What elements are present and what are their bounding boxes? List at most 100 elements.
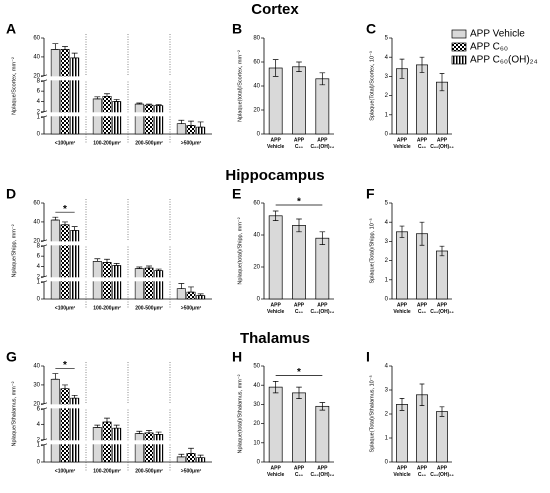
x-tick-label: APP	[271, 137, 282, 143]
y-axis-label: Nplaque/Shipp, mm⁻²	[11, 224, 17, 277]
axis-break	[40, 277, 214, 282]
x-tick-label: 100-200μm²	[93, 140, 121, 146]
bar	[176, 456, 186, 463]
axis-break	[40, 440, 214, 445]
x-tick-label: Vehicle	[393, 144, 410, 150]
bar	[134, 268, 144, 300]
y-tick-label: 4	[37, 264, 41, 270]
error-bar	[146, 430, 152, 434]
error-bar	[113, 99, 120, 102]
bar	[292, 392, 306, 463]
y-tick-label: 60	[33, 36, 40, 42]
bar	[112, 265, 122, 300]
x-tick-label: APP	[271, 465, 282, 471]
x-tick-label: <100μm²	[55, 305, 76, 311]
bar	[50, 219, 60, 300]
axis-break	[40, 241, 214, 246]
significance-label: *	[297, 367, 301, 378]
panel-letter: I	[366, 349, 370, 365]
y-tick-label: 0	[37, 297, 41, 303]
error-bar	[104, 417, 110, 423]
x-tick-label: C₆₀	[295, 472, 303, 478]
y-tick-label: 0	[385, 132, 389, 138]
x-tick-label: APP	[417, 465, 428, 471]
x-tick-label: APP	[437, 465, 448, 471]
error-bar	[296, 218, 302, 233]
y-axis-label: Nplaque/Scortex, mm⁻²	[11, 57, 17, 115]
x-tick-label: APP	[294, 137, 305, 143]
error-bar	[272, 59, 279, 77]
error-bar	[188, 447, 194, 454]
bar	[396, 404, 408, 463]
y-tick-label: 40	[253, 383, 260, 389]
axis-break	[40, 112, 214, 117]
error-bar	[197, 293, 204, 296]
y-axis-label: Splaque(Total)/Sthalamus, 10⁻³	[369, 375, 375, 452]
section-title: Thalamus	[240, 330, 310, 347]
error-bar	[146, 103, 152, 106]
x-tick-label: C₆₀(OH)₂₄	[430, 472, 454, 478]
error-bar	[71, 226, 78, 231]
panel-letter: G	[6, 349, 17, 365]
bar	[70, 230, 80, 300]
legend-label: APP Vehicle	[470, 29, 525, 40]
y-tick-label: 50	[253, 364, 260, 370]
y-tick-label: 40	[33, 364, 40, 370]
x-tick-label: APP	[417, 302, 428, 308]
y-tick-label: 6	[37, 406, 41, 412]
significance-label: *	[63, 360, 67, 371]
error-bar	[113, 263, 120, 266]
y-tick-label: 60	[253, 60, 260, 66]
x-tick-label: Vehicle	[267, 144, 284, 150]
x-tick-label: >500μm²	[181, 305, 202, 311]
y-tick-label: 60	[33, 201, 40, 207]
x-tick-label: APP	[397, 302, 408, 308]
bar	[196, 457, 206, 463]
y-tick-label: 40	[253, 233, 260, 239]
bar	[144, 267, 154, 300]
bar	[315, 237, 330, 300]
y-tick-label: 40	[253, 84, 260, 90]
error-bar	[94, 258, 101, 262]
error-bar	[136, 266, 143, 269]
bar	[70, 57, 80, 135]
error-bar	[178, 119, 185, 125]
bar	[176, 123, 186, 135]
break-mark	[40, 402, 48, 411]
y-tick-label: 1	[385, 277, 389, 283]
y-tick-label: 60	[253, 201, 260, 207]
bar	[416, 64, 428, 135]
error-bar	[178, 453, 185, 458]
x-tick-label: >500μm²	[181, 468, 202, 474]
axis-break	[40, 404, 214, 409]
y-tick-label: 1	[385, 436, 389, 442]
x-tick-label: <100μm²	[55, 468, 76, 474]
y-tick-label: 4	[37, 99, 41, 105]
legend-swatch	[451, 55, 467, 65]
break-mark	[40, 275, 48, 284]
x-tick-label: 200-500μm²	[135, 468, 163, 474]
x-tick-label: APP	[317, 302, 328, 308]
error-bar	[94, 424, 101, 428]
y-tick-label: 2	[37, 437, 41, 443]
bar	[176, 288, 186, 300]
y-tick-label: 20	[253, 421, 260, 427]
x-tick-label: C₆₀	[418, 144, 426, 150]
y-tick-label: 40	[33, 219, 40, 225]
error-bar	[439, 245, 445, 257]
error-bar	[104, 93, 110, 97]
y-tick-label: 20	[253, 108, 260, 114]
section-title: Cortex	[251, 1, 299, 18]
y-tick-label: 0	[37, 460, 41, 466]
panel-letter: H	[232, 349, 242, 365]
bar	[144, 104, 154, 135]
y-tick-label: 40	[33, 54, 40, 60]
error-bar	[296, 386, 302, 399]
break-mark	[40, 438, 48, 447]
error-bar	[113, 424, 120, 429]
bar	[50, 378, 60, 463]
error-bar	[419, 221, 425, 246]
y-tick-label: 0	[257, 460, 261, 466]
error-bar	[272, 381, 279, 394]
